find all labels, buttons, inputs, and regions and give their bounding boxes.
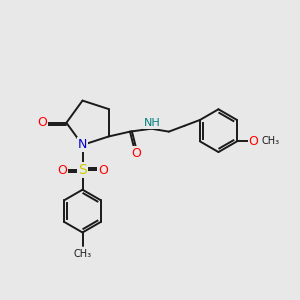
Text: S: S [78, 163, 87, 177]
Text: N: N [78, 139, 87, 152]
Text: NH: NH [144, 118, 161, 128]
Text: CH₃: CH₃ [261, 136, 279, 146]
Text: O: O [37, 116, 47, 129]
Text: O: O [98, 164, 108, 177]
Text: O: O [249, 135, 258, 148]
Text: O: O [57, 164, 67, 177]
Text: CH₃: CH₃ [74, 249, 92, 259]
Text: O: O [131, 146, 141, 160]
